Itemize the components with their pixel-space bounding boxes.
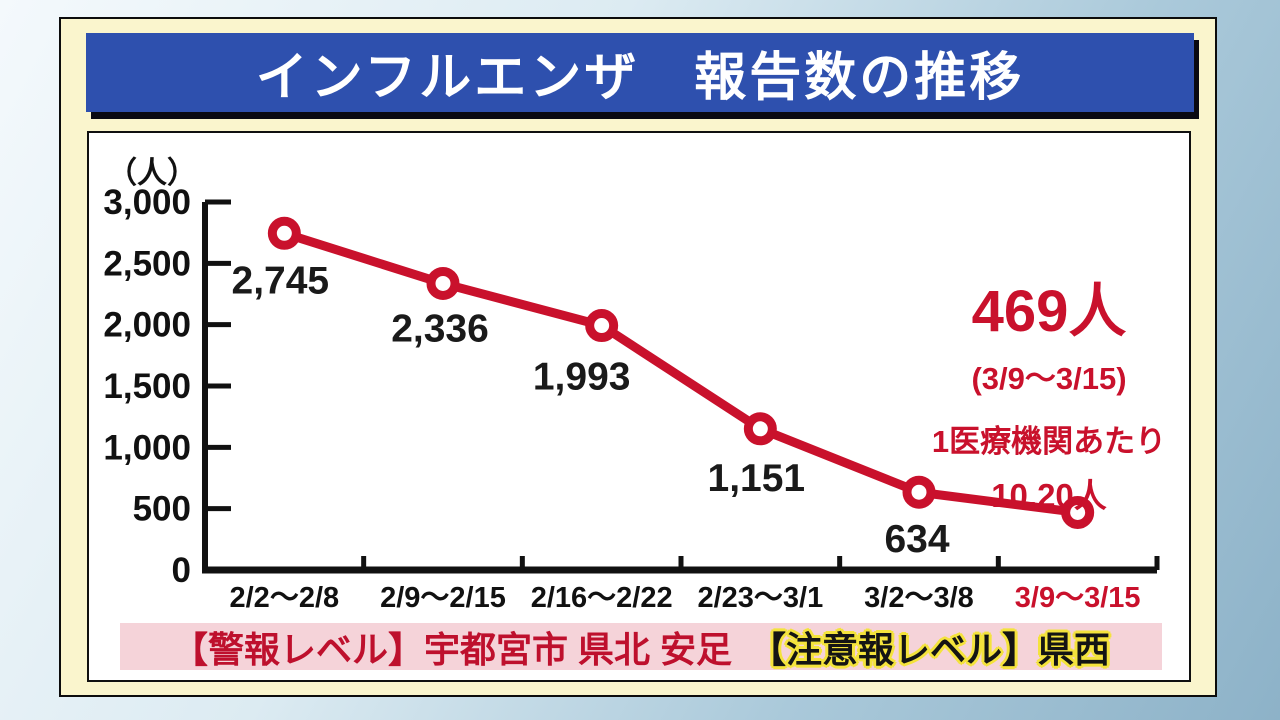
x-axis-label: 2/9～2/15 xyxy=(380,582,506,614)
data-point-marker xyxy=(1061,495,1095,529)
x-axis-label: 2/2～2/8 xyxy=(230,582,340,614)
warning-level-text: 【警報レベル】宇都宮市 県北 安足 xyxy=(171,628,732,670)
per-facility-label: 1医療機関あたり xyxy=(931,424,1167,459)
latest-value: 469人 xyxy=(971,279,1127,344)
y-tick-label: 500 xyxy=(133,490,191,529)
line-chart: 0 500 1,000 1,500 2,000 2,500 3,000 2/2～2/8 2/9～… xyxy=(103,183,1160,614)
x-axis-label: 2/23～3/1 xyxy=(697,582,823,614)
x-axis-label: 3/2～3/8 xyxy=(864,582,974,614)
y-tick-label: 1,500 xyxy=(103,367,191,406)
y-tick-label: 0 xyxy=(172,551,191,590)
per-facility-value: 10.20人 xyxy=(991,477,1107,514)
x-axis-label: 2/16～2/22 xyxy=(531,582,673,614)
title-bar: インフルエンザ 報告数の推移 xyxy=(86,33,1194,112)
y-tick-label: 2,500 xyxy=(103,244,191,283)
data-point-marker xyxy=(267,216,301,250)
latest-period: (3/9～3/15) xyxy=(971,361,1127,396)
page-title: インフルエンザ 報告数の推移 xyxy=(255,49,1025,107)
data-point-marker xyxy=(743,412,777,446)
y-tick-label: 1,000 xyxy=(103,428,191,467)
data-point-marker xyxy=(585,309,619,343)
data-point-label: 2,336 xyxy=(391,307,489,350)
x-axis-label: 3/9～3/15 xyxy=(1015,582,1141,614)
data-point-label: 1,993 xyxy=(533,356,631,399)
latest-value-annotation: 469人 (3/9～3/15) 1医療機関あたり 10.20人 xyxy=(869,283,1229,517)
data-point-marker xyxy=(426,266,460,300)
trend-line xyxy=(279,228,1083,517)
alert-level-banner: 【警報レベル】宇都宮市 県北 安足 【注意報レベル】県西 xyxy=(120,623,1162,670)
data-point-label: 634 xyxy=(884,518,949,561)
data-point-marker xyxy=(902,475,936,509)
caution-level-text: 【注意報レベル】県西 xyxy=(750,628,1111,670)
y-tick-label: 3,000 xyxy=(103,183,191,222)
data-point-label: 2,745 xyxy=(232,259,330,302)
chart-panel: 0 500 1,000 1,500 2,000 2,500 3,000 2/2～2/8 2/9～… xyxy=(87,131,1191,682)
data-point-label: 1,151 xyxy=(708,457,806,500)
y-tick-label: 2,000 xyxy=(103,306,191,345)
y-axis-unit-label: （人） xyxy=(107,157,197,190)
